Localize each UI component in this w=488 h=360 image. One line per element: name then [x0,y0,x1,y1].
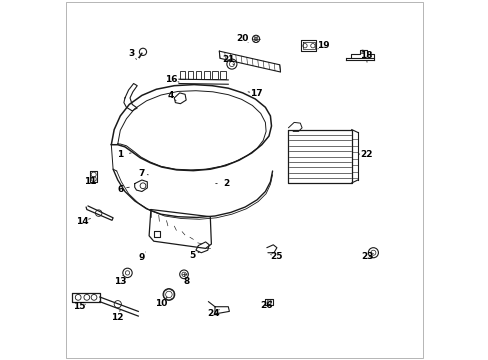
Text: 21: 21 [222,55,234,64]
Text: 14: 14 [76,217,89,226]
FancyBboxPatch shape [212,71,218,79]
Text: 9: 9 [139,253,145,262]
Text: 10: 10 [155,299,167,307]
Text: 25: 25 [270,252,283,261]
Text: 7: 7 [139,169,145,178]
FancyBboxPatch shape [195,71,201,79]
FancyBboxPatch shape [187,71,193,79]
Text: 11: 11 [84,177,97,186]
FancyBboxPatch shape [220,71,225,79]
Text: 24: 24 [207,309,220,318]
Text: 8: 8 [183,277,189,286]
FancyBboxPatch shape [203,71,209,79]
Text: 26: 26 [259,301,272,310]
Text: 20: 20 [236,34,248,43]
Text: 15: 15 [73,302,85,311]
Text: 6: 6 [117,184,123,194]
Text: 16: 16 [165,76,178,85]
Text: 3: 3 [128,49,134,58]
Text: 2: 2 [223,179,229,188]
Text: 4: 4 [167,91,174,100]
Text: 13: 13 [114,277,126,286]
Text: 1: 1 [117,150,123,159]
FancyBboxPatch shape [179,71,185,79]
Text: 23: 23 [361,252,373,261]
Text: 12: 12 [111,313,124,322]
Text: 18: 18 [359,51,372,60]
Text: 17: 17 [249,89,262,98]
Text: 19: 19 [316,40,328,49]
Text: 5: 5 [189,251,195,260]
Text: 22: 22 [359,150,372,158]
